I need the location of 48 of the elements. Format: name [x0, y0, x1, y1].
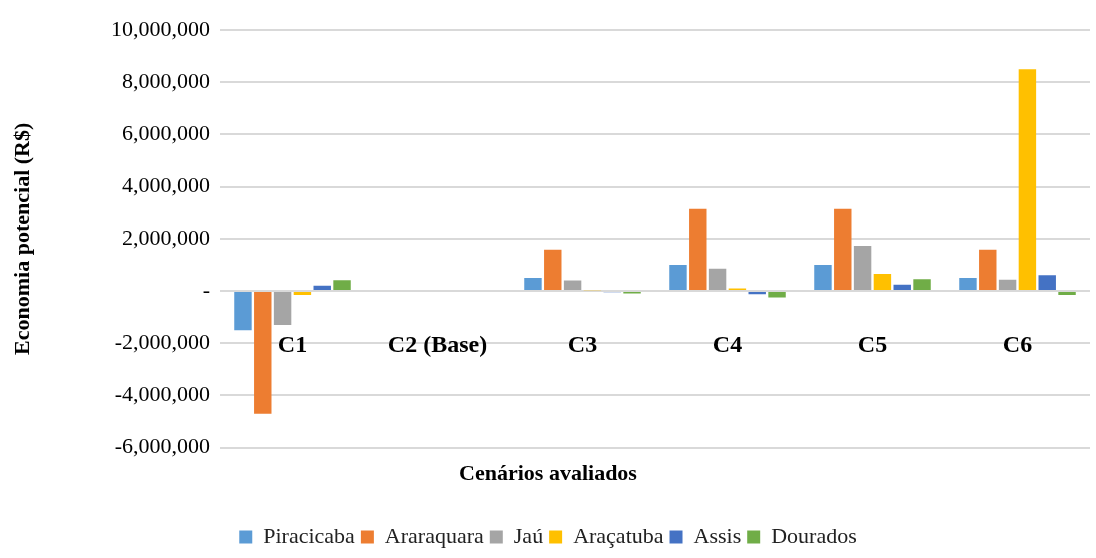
legend-label: Araçatuba	[573, 522, 664, 548]
bar	[689, 208, 707, 290]
bar	[873, 274, 892, 290]
x-tick-label: C6	[1002, 330, 1033, 357]
x-axis-title: Cenários avaliados	[459, 460, 638, 486]
bar	[254, 292, 272, 414]
y-tick-label: -2,000,000	[114, 328, 210, 354]
bar	[544, 249, 562, 290]
bar	[979, 249, 997, 290]
bar	[708, 268, 727, 290]
y-tick-label: 8,000,000	[122, 67, 210, 93]
bar	[853, 246, 872, 290]
legend-label: Araraquara	[384, 522, 485, 548]
bar	[273, 292, 292, 325]
bar	[333, 280, 351, 290]
bar	[1058, 292, 1076, 295]
bar	[563, 280, 582, 290]
bar	[1038, 275, 1056, 290]
y-tick-label: 4,000,000	[122, 172, 210, 198]
y-tick-label: 10,000,000	[111, 15, 210, 41]
y-axis-title: Economia potencial (R$)	[8, 122, 34, 355]
y-tick-label: -6,000,000	[114, 433, 210, 459]
legend-label: Dourados	[771, 522, 857, 548]
bar	[313, 285, 331, 290]
y-tick-label: 6,000,000	[122, 120, 210, 146]
x-tick-label: C3	[567, 330, 598, 357]
bar	[669, 264, 687, 290]
legend-label: Jaú	[513, 522, 544, 548]
bar	[748, 292, 766, 295]
bar	[234, 292, 252, 331]
legend-label: Piracicaba	[263, 522, 356, 548]
y-tick-label: -	[202, 276, 210, 302]
bar	[768, 292, 786, 298]
x-tick-label: C2 (Base)	[387, 330, 488, 357]
bar	[814, 264, 832, 290]
y-tick-label: -4,000,000	[114, 381, 210, 407]
bar	[998, 279, 1017, 290]
bar	[913, 279, 931, 290]
bar	[893, 284, 911, 290]
bar	[524, 277, 542, 290]
bar	[293, 292, 312, 295]
y-tick-label: 2,000,000	[122, 224, 210, 250]
x-tick-label: C4	[712, 330, 743, 357]
legend-label: Assis	[693, 522, 742, 548]
bar	[959, 277, 977, 290]
bar	[834, 208, 852, 290]
x-tick-label: C1	[277, 330, 308, 357]
x-tick-label: C5	[857, 330, 888, 357]
